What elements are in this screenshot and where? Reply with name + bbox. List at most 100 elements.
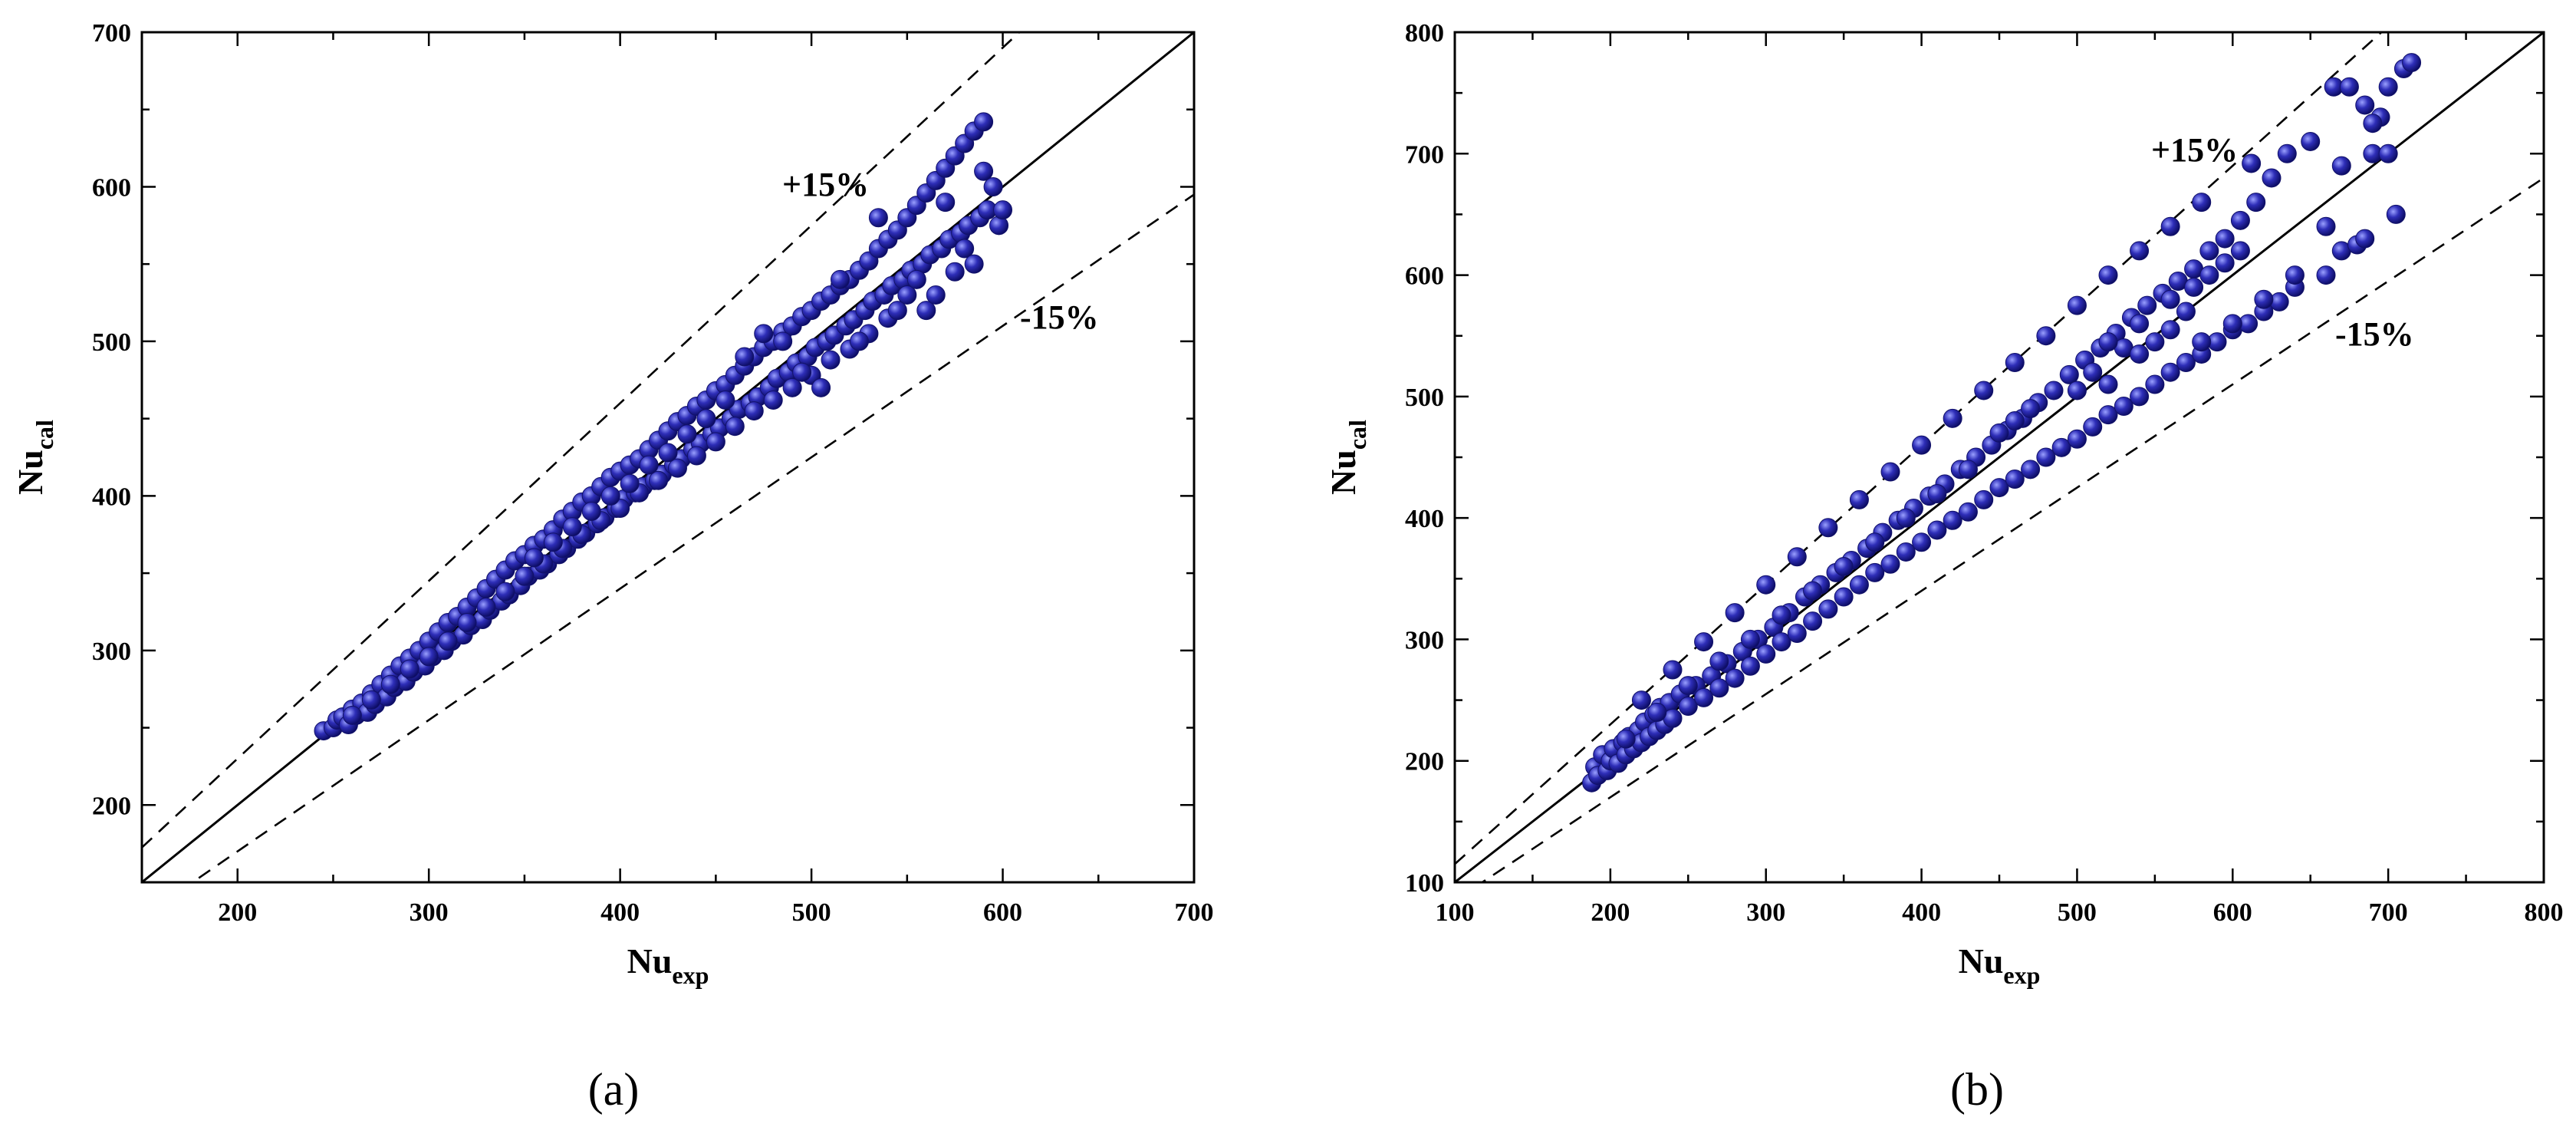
- data-point: [524, 548, 544, 568]
- data-point: [1694, 687, 1714, 707]
- data-point: [2355, 95, 2375, 115]
- data-point: [2044, 381, 2064, 400]
- data-point: [2339, 77, 2359, 97]
- data-point: [2301, 131, 2321, 151]
- data-point: [686, 446, 706, 466]
- data-point: [993, 200, 1013, 220]
- data-point: [906, 269, 926, 289]
- data-point: [419, 647, 439, 667]
- y-tick-label: 500: [92, 328, 131, 357]
- plus-15-label: +15%: [782, 166, 869, 203]
- data-point: [667, 458, 687, 478]
- minus-15-label: -15%: [2335, 315, 2414, 353]
- data-point: [2199, 241, 2219, 261]
- data-point: [2378, 77, 2398, 97]
- data-point: [457, 613, 477, 633]
- data-point: [1725, 668, 1745, 688]
- data-point: [2316, 216, 2336, 236]
- x-tick-label: 200: [1591, 898, 1630, 927]
- data-point: [2331, 156, 2351, 176]
- x-tick-label: 700: [1175, 898, 1214, 927]
- data-point: [1725, 603, 1745, 623]
- data-point: [2242, 153, 2262, 173]
- data-point: [2160, 362, 2180, 382]
- data-point: [916, 301, 936, 321]
- data-point: [2145, 332, 2165, 352]
- data-point: [1912, 532, 1932, 552]
- data-point: [754, 324, 774, 344]
- data-point: [1849, 575, 1869, 595]
- y-tick-label: 300: [1405, 626, 1444, 654]
- data-point: [974, 161, 994, 181]
- y-tick-label: 300: [92, 638, 131, 666]
- x-tick-label: 400: [600, 898, 640, 927]
- data-point: [1834, 587, 1854, 607]
- minus-15-label: -15%: [1020, 298, 1099, 336]
- data-point: [649, 470, 669, 490]
- data-point: [1787, 624, 1807, 644]
- data-point: [1927, 483, 1947, 503]
- x-tick-label: 300: [1746, 898, 1785, 927]
- data-point: [2192, 332, 2212, 352]
- data-point: [1709, 651, 1729, 671]
- data-point: [639, 455, 659, 475]
- data-point: [1927, 520, 1947, 540]
- plot-frame: [140, 31, 1196, 884]
- y-tick-label: 500: [1405, 384, 1444, 412]
- data-point: [2192, 193, 2212, 213]
- data-point: [1772, 605, 1791, 625]
- data-point: [1787, 547, 1807, 567]
- data-point: [543, 532, 563, 552]
- data-point: [600, 486, 620, 506]
- x-tick-label: 500: [2058, 898, 2097, 927]
- data-point: [1740, 656, 1760, 676]
- data-point: [400, 659, 419, 679]
- data-point: [2199, 265, 2219, 285]
- data-point: [2005, 469, 2025, 489]
- data-point: [1678, 696, 1698, 716]
- data-point: [1756, 644, 1776, 664]
- data-point: [773, 331, 793, 351]
- data-point: [936, 193, 956, 213]
- data-point: [2160, 320, 2180, 340]
- data-point: [2215, 229, 2235, 249]
- y-axis-title: Nucal: [11, 420, 58, 495]
- data-point: [1912, 435, 1932, 455]
- y-tick-label: 700: [1405, 140, 1444, 169]
- x-axis-title: Nuexp: [627, 941, 709, 989]
- data-point: [2254, 289, 2274, 309]
- data-point: [2363, 114, 2383, 133]
- data-point: [2005, 411, 2025, 431]
- data-point: [1631, 690, 1651, 710]
- data-point: [1896, 542, 1916, 562]
- x-tick-label: 500: [792, 898, 831, 927]
- data-point: [2285, 265, 2305, 285]
- data-point: [1803, 611, 1823, 631]
- data-point: [1663, 660, 1683, 680]
- y-tick-label: 200: [92, 792, 131, 820]
- minus-15-line: [1480, 176, 2544, 882]
- data-point: [380, 674, 400, 694]
- data-point: [438, 631, 458, 651]
- data-point: [342, 705, 362, 725]
- data-point: [1958, 460, 1978, 480]
- data-points: [314, 112, 1013, 741]
- data-point: [2176, 302, 2196, 321]
- data-point: [2036, 326, 2056, 346]
- data-point: [1756, 575, 1776, 595]
- data-point: [2130, 387, 2150, 407]
- y-tick-label: 700: [92, 19, 131, 48]
- data-point: [2067, 295, 2087, 315]
- data-point: [2059, 364, 2079, 384]
- data-point: [1943, 408, 1962, 428]
- data-point: [1989, 423, 2009, 443]
- data-point: [476, 597, 496, 617]
- data-point: [2160, 216, 2180, 236]
- data-point: [2067, 381, 2087, 400]
- data-point: [2098, 374, 2118, 394]
- x-tick-label: 600: [2213, 898, 2252, 927]
- data-point: [849, 331, 869, 351]
- y-tick-label: 100: [1405, 869, 1444, 898]
- data-point: [1865, 562, 1885, 582]
- data-point: [1803, 581, 1823, 601]
